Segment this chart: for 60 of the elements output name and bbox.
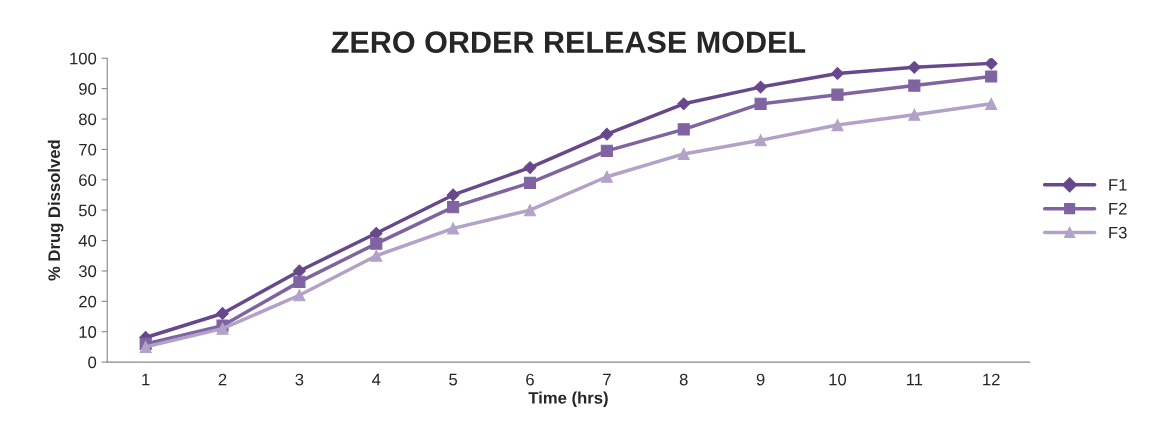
point	[985, 70, 998, 83]
y-axis-title: % Drug Dissolved	[47, 140, 64, 281]
point	[985, 97, 998, 110]
chart-title: ZERO ORDER RELEASE MODEL	[331, 31, 806, 53]
legend-label: F3	[1109, 226, 1127, 239]
point	[293, 275, 306, 288]
point	[447, 222, 460, 235]
legend-label: F2	[1109, 202, 1127, 215]
legend-label: F1	[1109, 179, 1127, 191]
point	[523, 161, 537, 175]
point	[907, 60, 921, 74]
point	[370, 237, 383, 250]
point	[831, 88, 844, 101]
point	[677, 147, 690, 161]
x-tick-label: 10	[829, 373, 847, 386]
point	[677, 123, 690, 136]
point	[216, 307, 229, 320]
point	[908, 108, 921, 121]
y-tick-label: 20	[79, 295, 97, 308]
y-tick-label: 80	[79, 113, 97, 126]
point	[523, 204, 537, 217]
y-tick-label: 10	[79, 326, 97, 338]
point	[600, 170, 613, 183]
y-tick-label: 60	[79, 174, 97, 186]
point	[370, 249, 383, 262]
point	[984, 58, 998, 70]
point	[754, 134, 767, 147]
y-tick-label: 90	[79, 83, 97, 95]
x-tick-label: 4	[372, 373, 381, 386]
x-tick-label: 12	[983, 373, 1000, 386]
x-tick-label: 8	[679, 373, 688, 386]
x-tick-label: 9	[756, 373, 765, 386]
x-tick-label: 5	[449, 373, 458, 386]
y-tick-label: 50	[78, 204, 97, 217]
point	[600, 127, 614, 141]
point	[369, 226, 383, 240]
x-tick-label: 6	[526, 373, 534, 386]
point	[447, 201, 460, 214]
y-tick-label: 100	[70, 52, 97, 65]
point	[292, 264, 306, 278]
y-tick-label: 40	[78, 234, 97, 247]
x-axis-title: Time (hrs)	[528, 391, 608, 408]
x-tick-label: 1	[142, 373, 150, 386]
point	[831, 119, 844, 132]
point	[293, 289, 306, 302]
point	[523, 176, 537, 189]
point	[831, 67, 844, 80]
point	[600, 144, 613, 157]
x-tick-label: 11	[906, 373, 923, 386]
point	[754, 97, 767, 110]
point	[446, 188, 460, 202]
x-tick-label: 3	[295, 373, 304, 386]
y-tick-label: 0	[88, 356, 97, 369]
x-tick-label: 2	[218, 373, 227, 386]
point	[677, 97, 691, 111]
y-tick-label: 30	[78, 265, 97, 278]
x-tick-label: 7	[603, 373, 611, 386]
y-tick-label: 70	[79, 143, 97, 156]
point	[908, 79, 921, 92]
point	[754, 80, 768, 94]
